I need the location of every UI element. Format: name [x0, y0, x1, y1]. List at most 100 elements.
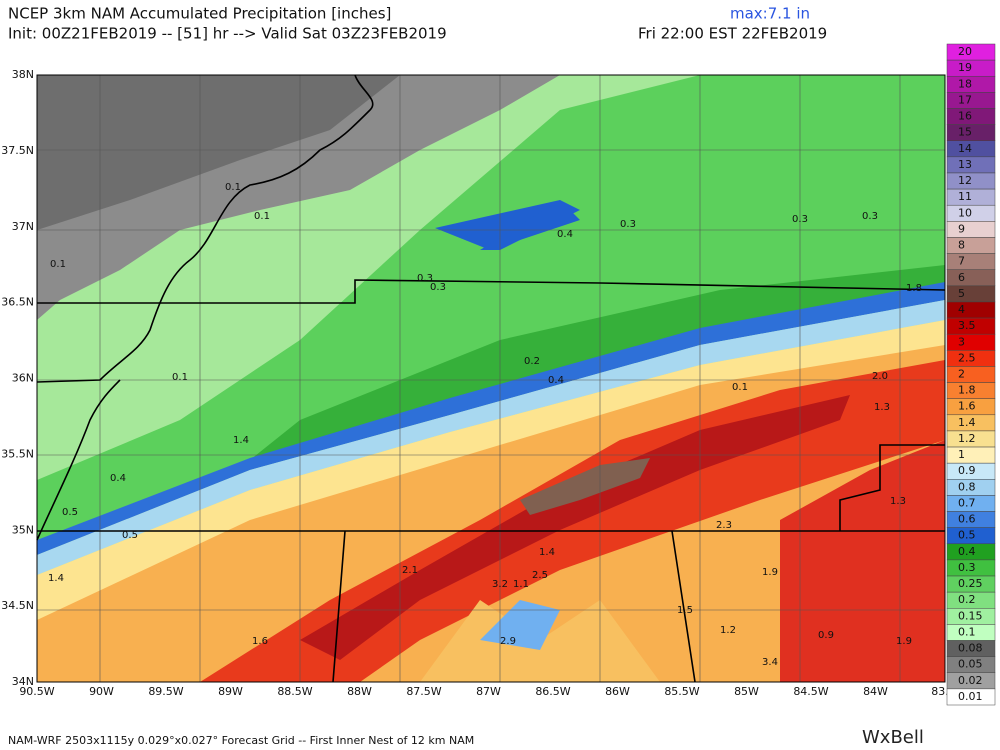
lat-label: 36N — [12, 372, 34, 385]
lat-label: 38N — [12, 68, 34, 81]
contour-label: 0.1 — [172, 372, 188, 383]
colorbar-label: 0.08 — [958, 642, 983, 655]
lat-label: 37N — [12, 220, 34, 233]
contour-label: 0.1 — [732, 382, 748, 393]
lon-label: 85W — [734, 685, 759, 698]
colorbar-label: 0.15 — [958, 609, 983, 622]
colorbar-label: 20 — [958, 45, 972, 58]
colorbar-label: 19 — [958, 61, 972, 74]
contour-label: 2.1 — [402, 565, 418, 576]
contour-label: 0.3 — [862, 211, 878, 222]
colorbar-label: 0.05 — [958, 658, 983, 671]
colorbar-label: 18 — [958, 77, 972, 90]
init: Init: 00Z21FEB2019 -- [51] hr --> Valid … — [8, 25, 447, 43]
lon-label: 89.5W — [148, 685, 183, 698]
colorbar-label: 13 — [958, 158, 972, 171]
colorbar-label: 0.3 — [958, 561, 976, 574]
contour-label: 0.4 — [110, 473, 126, 484]
contour-label: 1.4 — [48, 573, 64, 584]
colorbar-swatch — [946, 301, 996, 319]
lat-label: 37.5N — [1, 144, 34, 157]
state-borders — [36, 74, 946, 683]
colorbar-label: 9 — [958, 222, 965, 235]
max: max:7.1 in — [730, 5, 810, 23]
contour-label: 0.4 — [557, 229, 573, 240]
colorbar-label: 0.7 — [958, 496, 976, 509]
contour-label: 0.3 — [620, 219, 636, 230]
title: NCEP 3km NAM Accumulated Precipitation [… — [8, 5, 391, 23]
colorbar-label: 0.02 — [958, 674, 983, 687]
colorbar-label: 4 — [958, 303, 965, 316]
contour-label: 3.4 — [762, 657, 778, 668]
colorbar-swatch — [946, 688, 996, 706]
colorbar-swatch — [946, 253, 996, 270]
lon-label: 85.5W — [664, 685, 699, 698]
logo: WxBell — [862, 727, 924, 748]
lon-label: 88.5W — [277, 685, 312, 698]
colorbar-label: 0.01 — [958, 690, 983, 703]
lon-label: 84.5W — [793, 685, 828, 698]
lon-label: 84W — [863, 685, 888, 698]
colorbar-label: 17 — [958, 93, 972, 106]
colorbar-label: 15 — [958, 126, 972, 139]
colorbar-label: 10 — [958, 206, 972, 219]
contour-label: 1.8 — [906, 283, 922, 294]
contour-label: 1.3 — [890, 496, 906, 507]
colorbar-label: 0.5 — [958, 529, 976, 542]
colorbar-label: 14 — [958, 142, 972, 155]
colorbar-swatch — [946, 333, 996, 351]
colorbar-label: 16 — [958, 110, 972, 123]
contour-label: 1.1 — [513, 579, 529, 590]
contour-label: 2.3 — [716, 520, 732, 531]
colorbar-label: 2.5 — [958, 351, 976, 364]
colorbar-label: 0.8 — [958, 480, 976, 493]
colorbar-swatch — [946, 285, 996, 303]
contour-label: 1.9 — [762, 567, 778, 578]
colorbar-label: 0.1 — [958, 625, 976, 638]
contour-label: 1.3 — [874, 402, 890, 413]
lat-label: 36.5N — [1, 296, 34, 309]
colorbar-swatch — [946, 269, 996, 287]
lon-label: 89W — [218, 685, 243, 698]
lon-label: 90.5W — [19, 685, 54, 698]
valid: Fri 22:00 EST 22FEB2019 — [638, 25, 827, 43]
colorbar-label: 1.8 — [958, 384, 976, 397]
contour-label: 0.3 — [417, 273, 433, 284]
contour-label: 0.5 — [122, 530, 138, 541]
footer: NAM-WRF 2503x1115y 0.029°x0.027° Forecas… — [8, 734, 474, 747]
colorbar-label: 0.25 — [958, 577, 983, 590]
contour-label: 2.5 — [532, 570, 548, 581]
contour-label: 1.4 — [539, 547, 555, 558]
colorbar-label: 6 — [958, 271, 965, 284]
colorbar-label: 1 — [958, 448, 965, 461]
contour-label: 3.2 — [492, 579, 508, 590]
lat-label: 35.5N — [1, 447, 34, 460]
contour-label: 0.4 — [548, 375, 564, 386]
colorbar-label: 0.2 — [958, 593, 976, 606]
colorbar-label: 0.6 — [958, 513, 976, 526]
contour-label: 0.9 — [818, 630, 834, 641]
precip-field — [37, 75, 945, 682]
colorbar-swatch — [946, 221, 996, 238]
contour-label: 0.1 — [50, 259, 66, 270]
colorbar-label: 0.4 — [958, 545, 976, 558]
county-lines — [37, 75, 945, 682]
contour-label: 0.5 — [62, 507, 78, 518]
contour-label: 1.6 — [252, 636, 268, 647]
contour-label: 1.2 — [720, 625, 736, 636]
contour-label: 0.3 — [430, 282, 446, 293]
lon-label: 86.5W — [535, 685, 570, 698]
contour-label: 0.1 — [225, 182, 241, 193]
lon-label: 87.5W — [406, 685, 441, 698]
lon-label: 86W — [605, 685, 630, 698]
lat-label: 35N — [12, 523, 34, 536]
colorbar-label: 7 — [958, 255, 965, 268]
colorbar-label: 1.4 — [958, 416, 976, 429]
colorbar-label: 5 — [958, 287, 965, 300]
colorbar-label: 11 — [958, 190, 972, 203]
colorbar-label: 1.6 — [958, 400, 976, 413]
colorbar-swatch — [946, 237, 996, 254]
contour-label: 1.4 — [233, 435, 249, 446]
contour-label: 0.2 — [524, 356, 540, 367]
